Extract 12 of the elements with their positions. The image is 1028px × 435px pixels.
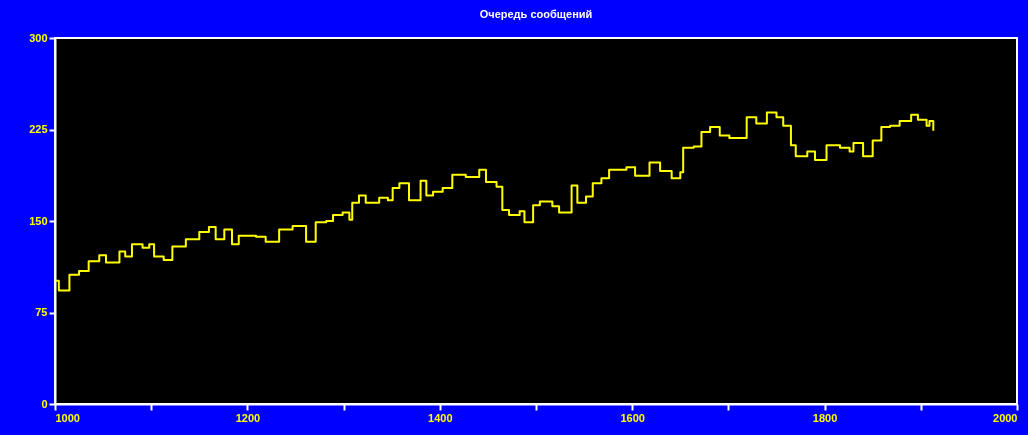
y-tick-label: 75 [35, 306, 48, 318]
y-tick-label: 225 [29, 123, 48, 135]
y-tick-label: 300 [29, 31, 48, 44]
x-tick-label: 2000 [993, 411, 1018, 424]
x-tick-label: 1800 [812, 411, 838, 424]
y-tick-label: 0 [41, 397, 48, 410]
chart-title: Очередь сообщений [479, 8, 593, 20]
x-tick-label: 1000 [55, 411, 80, 424]
x-tick-label: 1200 [235, 411, 261, 424]
x-tick-label: 1400 [428, 411, 453, 424]
x-tick-label: 1600 [620, 411, 645, 424]
y-tick-label: 150 [29, 214, 48, 227]
